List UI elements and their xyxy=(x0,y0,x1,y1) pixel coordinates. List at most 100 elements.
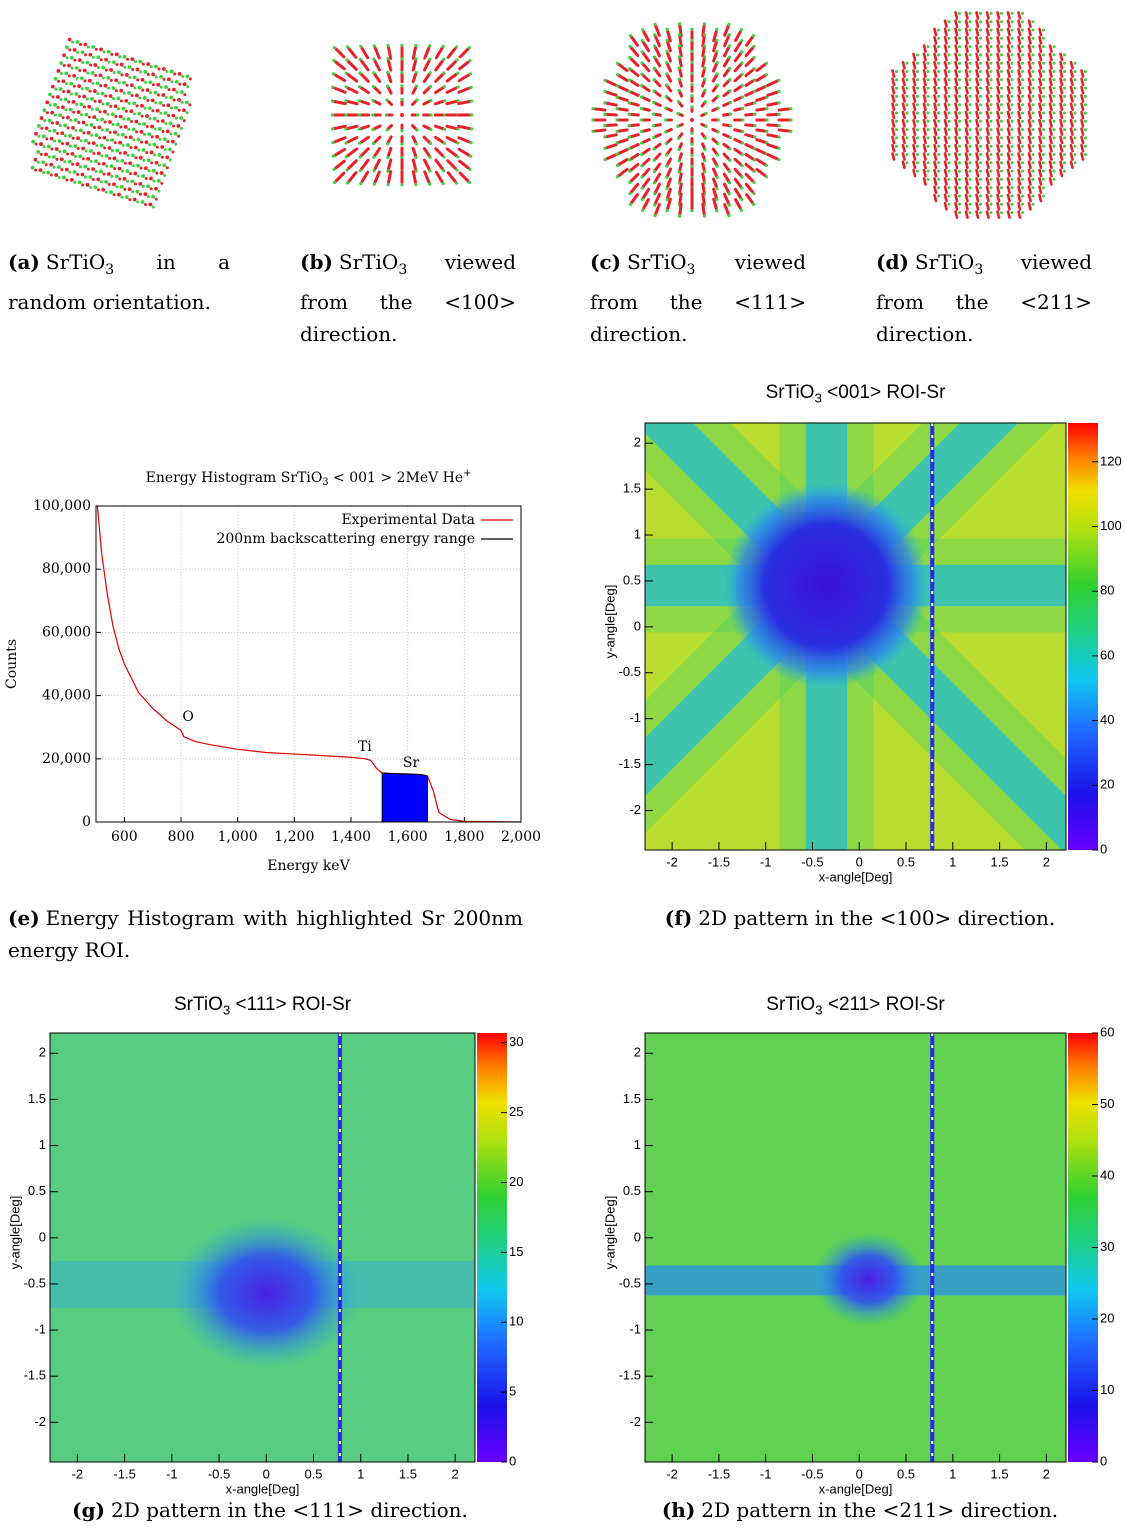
caption-text: SrTiO xyxy=(627,250,687,274)
atom xyxy=(144,203,148,207)
atom-column xyxy=(975,185,980,194)
atom xyxy=(958,86,961,90)
colorbar-tick-label: 120 xyxy=(1100,453,1122,468)
colorbar-tick-label: 20 xyxy=(509,1174,523,1189)
atom xyxy=(926,53,930,57)
atom xyxy=(628,191,632,196)
atom xyxy=(1063,103,1066,107)
atom xyxy=(728,124,733,128)
colorbar-tick-label: 20 xyxy=(1100,1310,1114,1325)
atom-column xyxy=(996,127,1001,136)
atom xyxy=(958,119,961,123)
atom xyxy=(127,101,131,105)
atom xyxy=(615,163,619,168)
colorbar-tick-label: 20 xyxy=(1100,777,1114,792)
atom-column xyxy=(666,197,672,211)
atom xyxy=(741,129,745,134)
atom xyxy=(176,124,181,128)
atom xyxy=(1010,194,1014,198)
atom xyxy=(947,144,951,148)
atom-column xyxy=(733,177,743,189)
atom xyxy=(115,185,119,189)
atom xyxy=(166,103,171,108)
atom xyxy=(979,153,982,156)
atom-column xyxy=(975,19,980,29)
atom-column xyxy=(629,162,640,172)
atom xyxy=(989,94,993,98)
atom xyxy=(134,156,138,160)
atom xyxy=(652,78,656,82)
atom xyxy=(68,133,73,138)
atom xyxy=(331,85,335,89)
atom xyxy=(69,92,73,96)
atom xyxy=(958,28,961,32)
atom-column xyxy=(446,171,457,183)
atom xyxy=(895,119,898,123)
atom xyxy=(141,184,145,188)
atom-column xyxy=(629,143,640,150)
atom-column xyxy=(975,143,980,153)
atom-column xyxy=(922,177,927,186)
caption-label: (f) xyxy=(664,906,693,930)
atom xyxy=(1042,45,1045,49)
atom-column xyxy=(1048,94,1053,103)
atom-column xyxy=(605,79,618,87)
atom-column xyxy=(346,136,359,144)
atom xyxy=(50,110,55,115)
atom xyxy=(104,190,108,194)
atom-column xyxy=(1038,160,1043,170)
atom-column xyxy=(985,110,990,120)
atom xyxy=(108,120,112,124)
atom xyxy=(73,118,78,122)
atom xyxy=(168,147,172,152)
atom xyxy=(627,124,631,128)
atom xyxy=(155,171,159,175)
atom xyxy=(628,33,632,38)
atom xyxy=(702,44,707,48)
atom xyxy=(1021,45,1024,49)
atom-column xyxy=(901,77,906,87)
colorbar-tick-label: 80 xyxy=(1100,583,1114,598)
atom-column xyxy=(1080,69,1085,78)
atom xyxy=(752,158,757,162)
atom xyxy=(151,168,156,173)
atom xyxy=(652,135,656,140)
atom xyxy=(615,106,619,111)
atom xyxy=(690,164,694,169)
atom-column xyxy=(359,124,371,131)
atom xyxy=(162,163,167,168)
atom xyxy=(1042,78,1045,82)
y-tick-label: 0 xyxy=(634,1229,641,1244)
atom-column xyxy=(901,102,906,111)
atom xyxy=(1063,119,1066,123)
atom xyxy=(603,146,607,150)
atom-column xyxy=(1038,27,1043,37)
x-tick-label: 1 xyxy=(949,854,956,869)
atom-column xyxy=(1006,193,1011,203)
atom xyxy=(99,84,103,88)
atom xyxy=(103,83,108,88)
atom xyxy=(135,189,140,194)
atom xyxy=(91,45,96,49)
atom xyxy=(400,43,404,47)
atom xyxy=(968,111,972,115)
atom xyxy=(753,101,757,105)
atom xyxy=(171,113,176,118)
atom xyxy=(137,148,141,152)
atom-column xyxy=(653,172,662,183)
atom xyxy=(1042,94,1045,98)
y-tick-label: 1.5 xyxy=(623,1091,641,1106)
atom xyxy=(77,180,82,185)
atom xyxy=(1031,28,1035,32)
atom-column xyxy=(1080,127,1085,136)
atom xyxy=(677,159,681,163)
atom-column xyxy=(434,158,444,171)
atom-column xyxy=(985,52,990,62)
atom-column xyxy=(1059,94,1064,103)
atom xyxy=(36,124,41,128)
atom xyxy=(43,119,47,123)
atom xyxy=(1000,45,1003,49)
atom xyxy=(937,78,940,82)
y-tick-label: 60,000 xyxy=(42,624,91,640)
atom xyxy=(131,153,135,158)
